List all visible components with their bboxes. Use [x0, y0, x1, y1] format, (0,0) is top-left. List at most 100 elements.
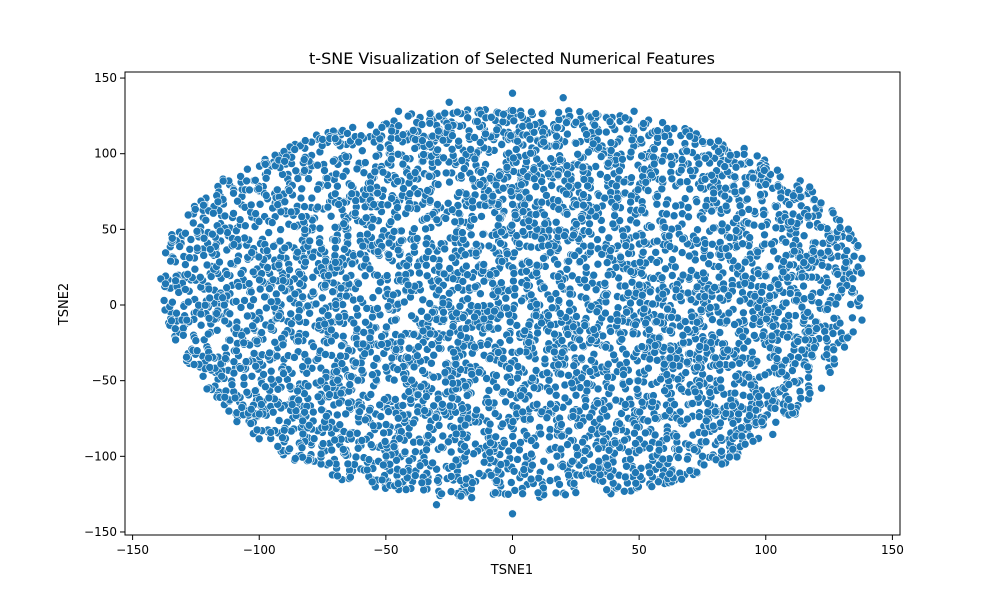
scatter-point: [298, 429, 308, 439]
scatter-point: [785, 288, 795, 298]
scatter-point: [667, 271, 677, 280]
scatter-point: [575, 107, 585, 116]
scatter-point: [558, 462, 568, 471]
scatter-point: [707, 171, 716, 180]
scatter-point: [381, 451, 391, 461]
scatter-point: [751, 405, 761, 415]
scatter-point: [315, 224, 325, 233]
scatter-point: [297, 443, 307, 453]
scatter-point: [470, 342, 479, 352]
scatter-point: [730, 172, 740, 182]
scatter-point: [204, 329, 213, 339]
scatter-point: [546, 399, 555, 409]
scatter-point: [683, 414, 692, 424]
scatter-point: [725, 233, 735, 242]
scatter-point: [266, 366, 276, 376]
scatter-point: [336, 388, 346, 398]
scatter-point: [662, 124, 672, 133]
scatter-point: [562, 161, 572, 170]
scatter-point: [199, 251, 208, 260]
scatter-point: [445, 328, 455, 338]
scatter-point: [805, 182, 815, 192]
scatter-point: [338, 172, 348, 181]
scatter-point: [532, 260, 542, 270]
scatter-point: [447, 393, 457, 403]
scatter-point: [407, 375, 417, 385]
scatter-point: [336, 283, 346, 293]
scatter-point: [757, 417, 767, 427]
scatter-point: [594, 456, 604, 466]
scatter-point: [703, 399, 713, 408]
scatter-point: [307, 193, 317, 203]
scatter-point: [745, 158, 755, 167]
scatter-point: [620, 281, 630, 291]
scatter-point: [303, 301, 313, 311]
scatter-point: [327, 445, 337, 455]
scatter-point: [807, 255, 817, 265]
scatter-point: [665, 406, 674, 415]
scatter-point: [437, 489, 446, 499]
scatter-point: [635, 257, 645, 267]
scatter-point: [509, 269, 519, 278]
scatter-point: [229, 209, 238, 218]
scatter-point: [677, 155, 687, 164]
scatter-point: [662, 209, 671, 219]
scatter-point: [469, 215, 479, 224]
scatter-point: [476, 168, 486, 177]
scatter-point: [429, 350, 439, 360]
scatter-point: [446, 487, 456, 496]
scatter-point: [660, 386, 669, 396]
scatter-point: [413, 189, 423, 198]
scatter-point: [544, 375, 554, 385]
scatter-point: [393, 177, 403, 186]
scatter-point: [652, 258, 662, 267]
scatter-point: [446, 447, 456, 457]
scatter-point: [215, 257, 224, 267]
scatter-point: [585, 219, 594, 229]
scatter-point: [575, 335, 584, 345]
scatter-point: [333, 181, 342, 191]
scatter-point: [812, 324, 821, 333]
scatter-point: [636, 135, 646, 144]
scatter-point: [492, 382, 502, 392]
scatter-point: [479, 260, 489, 269]
scatter-point: [771, 417, 781, 427]
scatter-point: [705, 374, 715, 383]
scatter-point: [217, 371, 226, 381]
scatter-point: [588, 462, 597, 472]
scatter-point: [769, 246, 778, 256]
scatter-point: [434, 343, 444, 353]
scatter-point: [300, 202, 309, 211]
scatter-point: [626, 197, 635, 207]
scatter-point: [497, 227, 506, 237]
chart-title: t-SNE Visualization of Selected Numerica…: [309, 49, 715, 68]
scatter-point: [460, 442, 469, 451]
scatter-point: [448, 378, 458, 388]
scatter-point: [429, 372, 438, 382]
scatter-point: [534, 473, 543, 483]
scatter-point: [537, 197, 547, 207]
scatter-point: [189, 360, 199, 369]
scatter-point: [471, 240, 481, 249]
scatter-point: [682, 177, 692, 186]
scatter-point: [467, 493, 477, 502]
scatter-point: [617, 334, 627, 344]
scatter-point: [593, 259, 603, 269]
scatter-point: [554, 296, 564, 305]
scatter-point: [391, 345, 401, 354]
scatter-point: [405, 189, 415, 198]
scatter-point: [692, 282, 702, 292]
scatter-point: [440, 244, 450, 254]
scatter-point: [330, 223, 340, 232]
scatter-point: [387, 126, 397, 136]
scatter-point: [344, 398, 353, 408]
scatter-point: [768, 321, 778, 331]
scatter-point: [485, 447, 495, 457]
scatter-point: [773, 308, 783, 317]
scatter-point: [730, 320, 739, 329]
scatter-point: [192, 243, 202, 253]
scatter-point: [749, 331, 759, 340]
scatter-point: [313, 202, 323, 212]
scatter-point: [738, 390, 748, 400]
scatter-point: [171, 276, 180, 286]
